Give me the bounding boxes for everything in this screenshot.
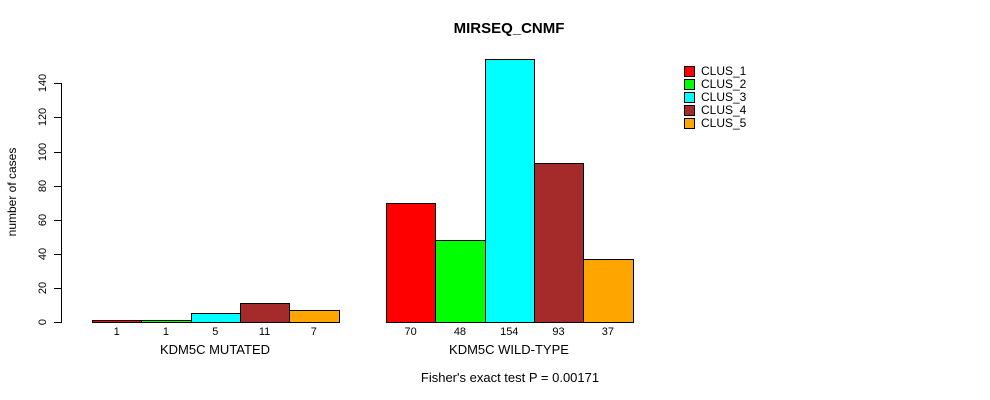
y-axis-tick-label: 20 <box>37 281 49 295</box>
bar-value-label: 154 <box>500 326 519 338</box>
y-axis-tick-label: 140 <box>37 73 49 93</box>
bar-clus_2-group1 <box>141 320 192 323</box>
legend-item-clus_1: CLUS_1 <box>684 64 747 78</box>
y-axis-tick <box>54 117 61 118</box>
bar-value-label: 1 <box>113 326 120 338</box>
y-axis-tick-label: 0 <box>37 318 49 326</box>
bar-value-label: 70 <box>404 326 417 338</box>
y-axis-label: number of cases <box>5 147 19 237</box>
bar-value-label: 5 <box>212 326 219 338</box>
bar-clus_5-group2 <box>583 259 634 323</box>
bar-clus_5-group1 <box>289 310 340 323</box>
legend-color-swatch <box>684 118 695 129</box>
legend: CLUS_1 CLUS_2 CLUS_3 CLUS_4 CLUS_5 <box>684 64 747 131</box>
bar-clus_1-group2 <box>386 203 436 323</box>
bar-clus_1-group1 <box>92 320 142 323</box>
bar-clus_2-group2 <box>435 240 486 323</box>
legend-item-clus_2: CLUS_2 <box>684 77 747 91</box>
bar-value-label: 37 <box>601 326 614 338</box>
legend-item-label: CLUS_1 <box>701 64 747 78</box>
legend-item-label: CLUS_5 <box>701 116 747 130</box>
bar-value-label: 93 <box>552 326 565 338</box>
y-axis-tick <box>54 322 61 323</box>
bar-value-label: 11 <box>258 326 271 338</box>
group-label-kdm5c-wild-type: KDM5C WILD-TYPE <box>449 342 569 357</box>
legend-item-clus_3: CLUS_3 <box>684 90 747 104</box>
y-axis-tick <box>54 254 61 255</box>
legend-item-label: CLUS_2 <box>701 77 747 91</box>
y-axis-tick-label: 80 <box>37 179 49 193</box>
fisher-test-annotation: Fisher's exact test P = 0.00171 <box>420 370 600 385</box>
y-axis-tick-label: 60 <box>37 213 49 227</box>
bar-value-label: 1 <box>162 326 169 338</box>
y-axis-tick-label: 40 <box>37 247 49 261</box>
y-axis-tick <box>54 83 61 84</box>
bar-clus_4-group1 <box>240 303 290 323</box>
legend-color-swatch <box>684 105 695 116</box>
y-axis-tick <box>54 186 61 187</box>
legend-item-label: CLUS_4 <box>701 103 747 117</box>
chart-title: MIRSEQ_CNMF <box>453 20 565 37</box>
y-axis-tick <box>54 152 61 153</box>
group-label-kdm5c-mutated: KDM5C MUTATED <box>159 342 271 357</box>
legend-color-swatch <box>684 79 695 90</box>
y-axis-tick <box>54 288 61 289</box>
bar-value-label: 48 <box>453 326 467 338</box>
legend-color-swatch <box>684 66 695 77</box>
y-axis-line <box>61 83 62 323</box>
legend-item-label: CLUS_3 <box>701 90 747 104</box>
legend-item-clus_5: CLUS_5 <box>684 116 747 130</box>
y-axis-tick <box>54 220 61 221</box>
bar-clus_3-group1 <box>191 313 241 323</box>
y-axis-tick-label: 120 <box>37 107 49 127</box>
y-axis-tick-label: 100 <box>37 142 49 162</box>
legend-item-clus_4: CLUS_4 <box>684 103 747 117</box>
bar-clus_3-group2 <box>485 59 535 323</box>
bar-value-label: 7 <box>310 326 317 338</box>
legend-color-swatch <box>684 92 695 103</box>
bar-clus_4-group2 <box>534 163 584 323</box>
